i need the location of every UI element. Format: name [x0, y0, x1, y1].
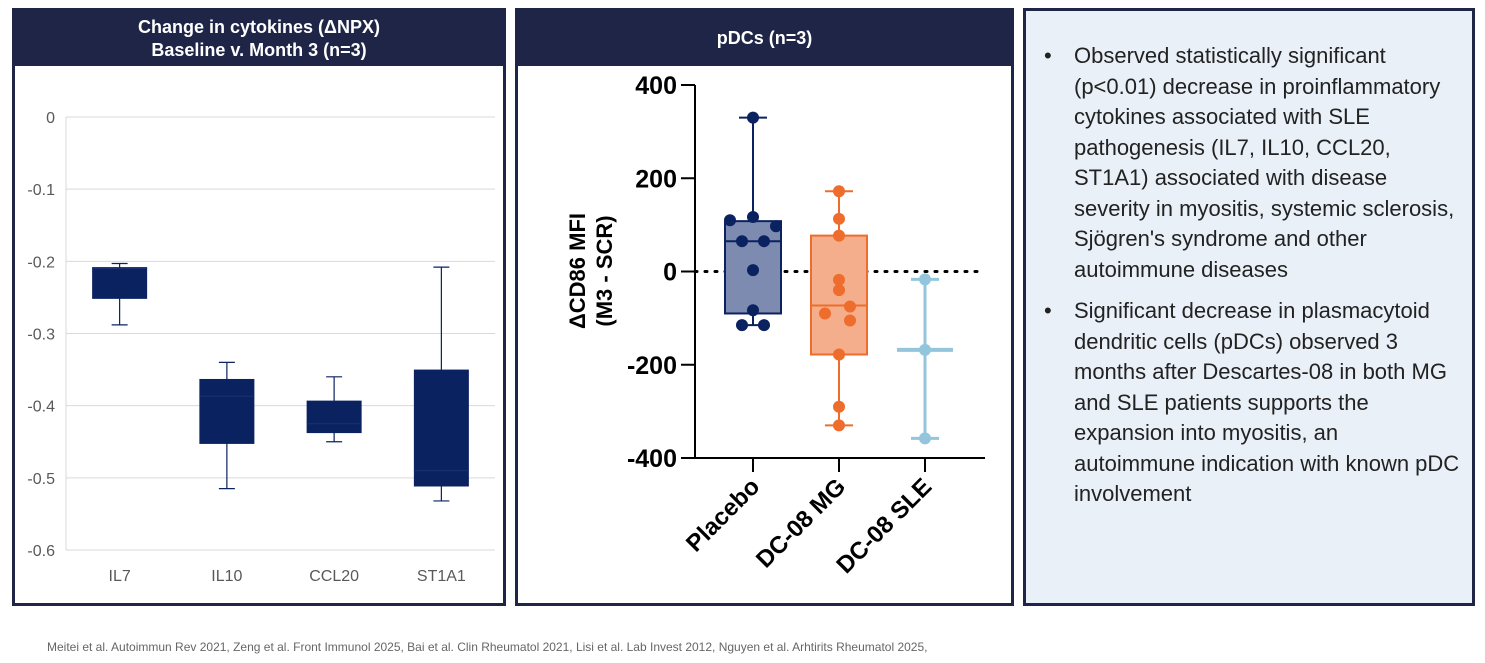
data-point — [747, 111, 759, 124]
data-point — [724, 214, 736, 227]
y-tick-label: 200 — [635, 165, 677, 193]
data-point — [736, 319, 748, 332]
data-point — [758, 319, 770, 332]
data-point — [833, 419, 845, 432]
data-point — [819, 307, 831, 320]
x-tick-label: CCL20 — [309, 568, 359, 585]
y-tick-label: -0.2 — [27, 254, 55, 271]
x-tick-label: ST1A1 — [417, 568, 466, 585]
y-tick-label: -0.3 — [27, 327, 55, 344]
data-point — [833, 400, 845, 413]
data-point — [844, 314, 856, 327]
y-tick-label: -0.5 — [27, 471, 55, 488]
cytokines-header: Change in cytokines (ΔNPX) Baseline v. M… — [15, 11, 503, 66]
data-point — [747, 210, 759, 223]
data-point — [833, 229, 845, 242]
data-point — [747, 264, 759, 277]
y-tick-label: -200 — [627, 352, 677, 380]
y-tick-label: 0 — [663, 259, 677, 287]
data-point — [747, 304, 759, 317]
y-tick-label: -0.6 — [27, 543, 55, 560]
chart-title: pDCs (n=3) — [716, 28, 813, 48]
data-point — [770, 220, 782, 233]
pdc-header: pDCs (n=3) — [518, 11, 1011, 66]
data-point — [919, 432, 931, 445]
y-tick-label: -0.4 — [27, 399, 55, 416]
data-point — [736, 235, 748, 248]
y-tick-label: -400 — [627, 445, 677, 473]
data-point — [844, 300, 856, 313]
box-st1a1 — [413, 369, 469, 487]
data-point — [833, 348, 845, 361]
bullet-item: Observed statistically significant (p<0.… — [1036, 41, 1460, 285]
x-tick-label: Placebo — [681, 473, 765, 557]
y-tick-label: 400 — [635, 72, 677, 100]
summary-panel: Observed statistically significant (p<0.… — [1023, 8, 1475, 606]
x-tick-label: IL10 — [211, 568, 242, 585]
x-tick-label: IL7 — [109, 568, 131, 585]
box-ccl20 — [306, 400, 362, 434]
data-point — [833, 185, 845, 198]
y-axis-label: ΔCD86 MFI(M3 - SCR) — [565, 213, 617, 329]
chart-subtitle: Baseline v. Month 3 (n=3) — [151, 39, 367, 60]
data-point — [919, 273, 931, 286]
chart-title: Change in cytokines (ΔNPX) — [138, 16, 380, 37]
data-point — [833, 284, 845, 297]
data-point — [919, 343, 931, 356]
data-point — [758, 235, 770, 248]
y-tick-label: -0.1 — [27, 182, 55, 199]
cytokines-panel: Change in cytokines (ΔNPX) Baseline v. M… — [12, 8, 506, 606]
box-il10 — [199, 378, 255, 444]
footer-references: Meitei et al. Autoimmun Rev 2021, Zeng e… — [47, 640, 928, 654]
box-il7 — [92, 267, 148, 299]
data-point — [833, 212, 845, 225]
y-axis-label-line2: (M3 - SCR) — [592, 215, 617, 326]
bullet-item: Significant decrease in plasmacytoid den… — [1036, 296, 1460, 510]
data-point — [833, 273, 845, 286]
y-tick-label: 0 — [46, 110, 55, 127]
y-axis-label-line1: ΔCD86 MFI — [565, 213, 590, 329]
